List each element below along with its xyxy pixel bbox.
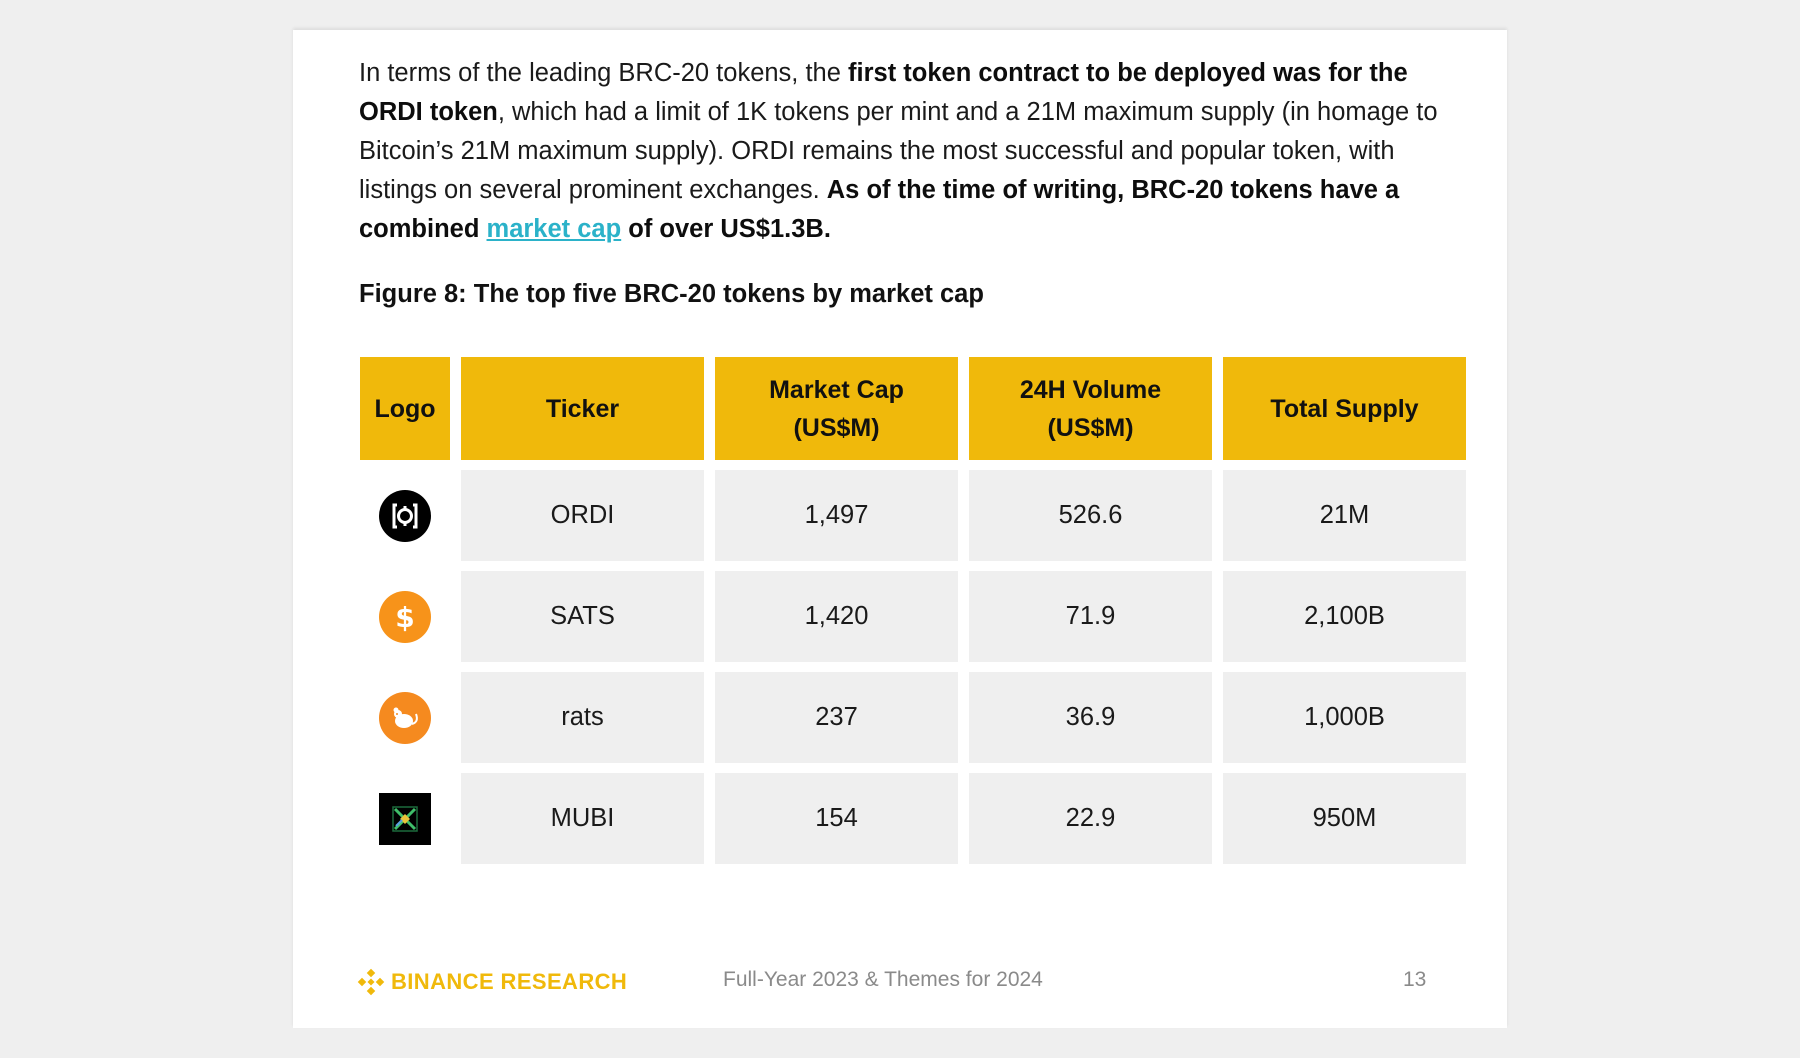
table-row: $ SATS 1,420 71.9 2,100B [360, 571, 1474, 662]
logo-cell [360, 470, 450, 561]
volume-cell: 22.9 [969, 773, 1212, 864]
para-text-2: , which had a limit of 1K tokens per min… [359, 98, 1438, 204]
para-bold-2: As of the time of writing, BRC-20 tokens… [359, 176, 1400, 243]
figure-title: Figure 8: The top five BRC-20 tokens by … [359, 280, 984, 308]
header-market-cap-line2: (US$M) [793, 413, 880, 442]
intro-paragraph: In terms of the leading BRC-20 tokens, t… [359, 54, 1449, 249]
header-volume: 24H Volume (US$M) [969, 357, 1212, 460]
market-cap-link[interactable]: market cap [486, 215, 622, 243]
logo-cell: $ [360, 571, 450, 662]
para-text-1: In terms of the leading BRC-20 tokens, t… [359, 59, 849, 87]
table-header-row: Logo Ticker Market Cap (US$M) 24H Volume (… [360, 357, 1474, 460]
supply-cell: 1,000B [1223, 672, 1466, 763]
volume-cell: 36.9 [969, 672, 1212, 763]
binance-research-logo: BINANCE RESEARCH [357, 968, 627, 996]
ticker-cell: ORDI [461, 470, 704, 561]
table-row: ORDI 1,497 526.6 21M [360, 470, 1474, 561]
sats-logo-icon: $ [379, 590, 431, 643]
header-volume-line2: (US$M) [1047, 413, 1134, 442]
volume-cell: 526.6 [969, 470, 1212, 561]
ticker-cell: SATS [461, 571, 704, 662]
table-row: rats 237 36.9 1,000B [360, 672, 1474, 763]
ticker-cell: rats [461, 672, 704, 763]
binance-diamond-icon [357, 968, 385, 996]
supply-cell: 2,100B [1223, 571, 1466, 662]
document-page: In terms of the leading BRC-20 tokens, t… [293, 30, 1507, 1028]
logo-cell [360, 773, 450, 864]
table-row: MUBI 154 22.9 950M [360, 773, 1474, 864]
market-cap-cell: 1,420 [715, 571, 958, 662]
svg-text:$: $ [395, 601, 414, 634]
mubi-logo-icon [379, 792, 431, 845]
ticker-cell: MUBI [461, 773, 704, 864]
footer-title: Full-Year 2023 & Themes for 2024 [723, 968, 1043, 991]
header-ticker: Ticker [461, 357, 704, 460]
header-volume-line1: 24H Volume [1019, 375, 1162, 404]
footer-brand: BINANCE RESEARCH [391, 969, 628, 994]
para-bold-1: first token contract to be deployed was … [359, 59, 1408, 126]
para-bold-3: of over US$1.3B. [621, 215, 831, 243]
market-cap-cell: 237 [715, 672, 958, 763]
tokens-table: Logo Ticker Market Cap (US$M) 24H Volume (… [360, 357, 1474, 874]
header-total-supply: Total Supply [1223, 357, 1466, 460]
ordi-logo-icon [379, 489, 431, 542]
header-market-cap-line1: Market Cap [769, 375, 904, 404]
market-cap-cell: 154 [715, 773, 958, 864]
market-cap-cell: 1,497 [715, 470, 958, 561]
volume-cell: 71.9 [969, 571, 1212, 662]
supply-cell: 950M [1223, 773, 1466, 864]
rats-logo-icon [379, 691, 431, 744]
header-logo: Logo [360, 357, 450, 460]
page-number: 13 [1403, 968, 1427, 991]
header-market-cap: Market Cap (US$M) [715, 357, 958, 460]
supply-cell: 21M [1223, 470, 1466, 561]
logo-cell [360, 672, 450, 763]
